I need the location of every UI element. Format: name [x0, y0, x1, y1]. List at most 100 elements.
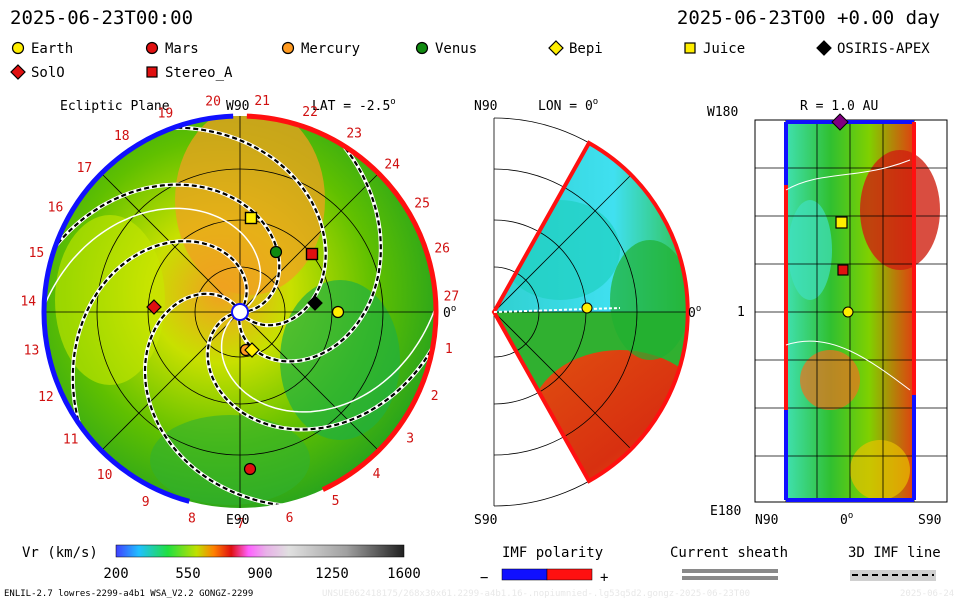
imf-negative-swatch: [501, 568, 548, 581]
legend-marker-bepi: [548, 40, 564, 56]
carrington-number-8: 8: [188, 512, 196, 527]
current-sheath-title: Current sheath: [670, 545, 788, 561]
carrington-number-25: 25: [414, 196, 430, 211]
ecliptic-bottom-label: E90: [226, 513, 249, 528]
current-sheath-line: [44, 207, 262, 340]
legend-item-bepi: Bepi: [548, 40, 603, 57]
ecliptic-marker-venus: [269, 245, 283, 259]
datetime-left: 2025-06-23T00:00: [10, 7, 193, 29]
ecliptic-marker-earth: [331, 305, 345, 319]
colorbar-tick-550: 550: [175, 566, 200, 582]
legend-item-earth: Earth: [11, 41, 73, 57]
meridional-polarity-edge: [491, 140, 690, 484]
meridional-right-label: 0o: [688, 304, 701, 321]
ecliptic-marker-bepi: [244, 342, 260, 358]
ecliptic-panel: Ecliptic Plane W90 LAT = -2.5o 123456789…: [20, 94, 459, 532]
imf-polarity-legend: IMF polarity − +: [480, 545, 608, 586]
imf-polarity-title: IMF polarity: [502, 545, 603, 561]
legend-item-solo: SolO: [10, 64, 65, 81]
colorbar-ramp: [115, 544, 405, 558]
colorbar-tick-200: 200: [103, 566, 128, 582]
legend-label-mars: Mars: [165, 41, 199, 57]
stereo-a-rmap-marker: [837, 264, 849, 276]
datetime-right: 2025-06-23T00 +0.00 day: [677, 7, 940, 29]
legend-label-earth: Earth: [31, 41, 73, 57]
meridional-bottom-label: S90: [474, 513, 497, 528]
imf-spiral-line: [143, 126, 327, 327]
carrington-number-22: 22: [302, 105, 318, 120]
legend-marker-earth: [11, 41, 25, 55]
meridional-top-label: N90: [474, 99, 497, 114]
legend-marker-mars: [145, 41, 159, 55]
legend-label-bepi: Bepi: [569, 41, 603, 57]
colorbar-title: Vr (km/s): [22, 545, 98, 561]
earth-meridional-marker: [581, 302, 593, 314]
legend-marker-venus: [415, 41, 429, 55]
legend-marker-mercury: [281, 41, 295, 55]
carrington-number-27: 27: [444, 290, 460, 305]
legend-marker-solo: [10, 64, 26, 80]
carrington-number-7: 7: [237, 517, 245, 532]
rmap-x-label-s90: S90: [918, 513, 941, 528]
carrington-number-13: 13: [24, 343, 40, 358]
carrington-number-23: 23: [346, 126, 362, 141]
legend-label-osiris-apex: OSIRIS-APEX: [837, 41, 930, 57]
carrington-number-19: 19: [158, 107, 174, 122]
imf-polarity-minus: −: [480, 570, 488, 586]
ecliptic-edge-negative: [41, 113, 234, 504]
legend-label-mercury: Mercury: [301, 41, 360, 57]
rmap-x-label-0: 0o: [840, 511, 853, 528]
carrington-number-15: 15: [29, 246, 45, 261]
carrington-number-24: 24: [384, 158, 400, 173]
legend-item-mercury: Mercury: [281, 41, 360, 57]
legend: Earth Mars Mercury Venus Bepi Juice OSIRIS-APE…: [10, 40, 930, 81]
legend-marker-juice: [684, 42, 696, 54]
imf-spiral-line: [44, 183, 281, 313]
carrington-number-5: 5: [332, 494, 340, 509]
legend-marker-stereo-a: [146, 66, 158, 78]
carrington-number-21: 21: [254, 94, 270, 109]
r-map-panel: W180 R = 1.0 AU: [707, 99, 948, 528]
legend-marker-osiris-apex: [816, 40, 832, 56]
rmap-bottom-left-label: E180: [710, 504, 741, 519]
meridional-lon-label: LON = 0o: [538, 97, 598, 114]
legend-label-solo: SolO: [31, 65, 65, 81]
imf-polarity-plus: +: [600, 570, 608, 586]
legend-item-stereo-a: Stereo_A: [146, 65, 233, 81]
current-sheath-legend: Current sheath: [670, 545, 788, 580]
carrington-number-16: 16: [48, 201, 64, 216]
imf-line-legend: 3D IMF line: [848, 545, 941, 581]
rmap-top-left-label: W180: [707, 105, 738, 120]
watermark: UNSUE062418175/268x30x61.2299-a4b1.16-.n…: [322, 589, 750, 599]
ecliptic-title: Ecliptic Plane: [60, 99, 170, 114]
current-sheath-line: [220, 272, 436, 413]
carrington-number-6: 6: [286, 511, 294, 526]
footer-stamp: 2025-06-24: [900, 589, 954, 599]
rmap-mid-label: 1: [737, 305, 745, 320]
meridional-panel: N90 LON = 0o S90 0o: [474, 97, 701, 528]
carrington-number-4: 4: [373, 467, 381, 482]
ecliptic-edge-positive: [246, 113, 439, 492]
carrington-number-14: 14: [20, 294, 36, 309]
osiris-apex-rmap-marker: [831, 113, 849, 131]
imf-spiral-line: [71, 240, 248, 454]
sun-icon: [231, 303, 249, 321]
ecliptic-top-label: W90: [226, 99, 249, 114]
ecliptic-right-label: 0o: [443, 304, 456, 321]
colorbar-tick-900: 900: [247, 566, 272, 582]
carrington-number-3: 3: [406, 431, 414, 446]
ecliptic-marker-juice: [244, 211, 258, 225]
carrington-number-2: 2: [431, 389, 439, 404]
juice-rmap-marker: [835, 216, 848, 229]
imf-spiral-line: [143, 292, 307, 508]
legend-label-juice: Juice: [703, 41, 745, 57]
carrington-number-1: 1: [445, 342, 453, 357]
carrington-number-26: 26: [434, 241, 450, 256]
legend-item-juice: Juice: [684, 41, 745, 57]
carrington-number-20: 20: [205, 95, 221, 110]
ecliptic-marker-osiris-apex: [307, 295, 323, 311]
legend-item-osiris-apex: OSIRIS-APEX: [816, 40, 930, 57]
carrington-number-17: 17: [77, 161, 93, 176]
